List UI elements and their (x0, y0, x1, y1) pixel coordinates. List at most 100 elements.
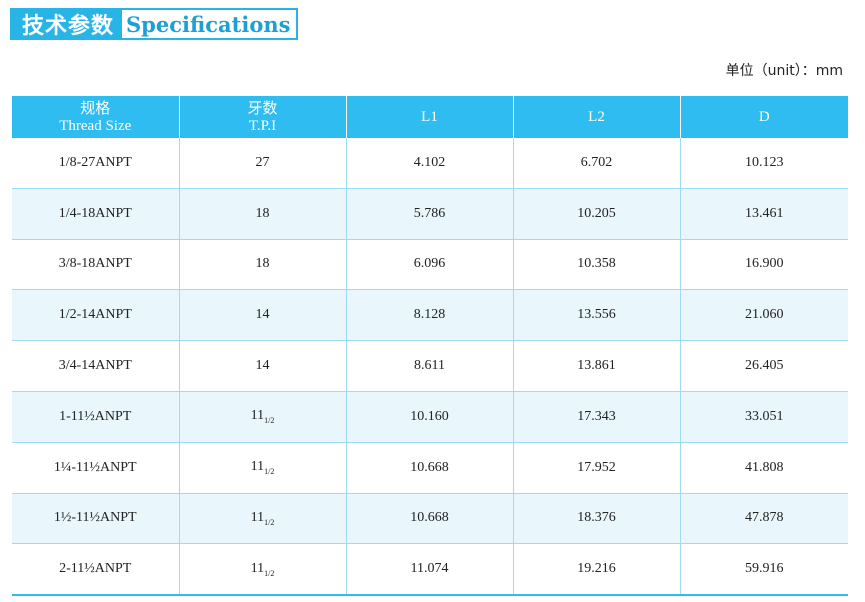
cell-d-value: 59.916 (745, 561, 784, 577)
cell-l1-value: 8.611 (414, 358, 445, 374)
cell-d: 26.405 (680, 340, 848, 392)
cell-d: 47.878 (680, 493, 848, 545)
header-en: L1 (421, 109, 438, 125)
cell-thread-size-value: 3/8-18ANPT (58, 256, 132, 272)
cell-l2-value: 10.205 (577, 205, 616, 221)
cell-thread-size: 1/8-27ANPT (12, 138, 180, 189)
cell-tpi: 27 (179, 138, 347, 189)
header-thread-size: 规格 Thread Size (12, 96, 180, 138)
cell-l2-value: 17.343 (577, 408, 616, 424)
table-row: 3/4-14ANPT 14 8.611 13.861 26.405 (12, 340, 848, 392)
header-en: L2 (588, 109, 605, 125)
cell-d-value: 47.878 (745, 510, 784, 526)
table-row: 1/4-18ANPT 18 5.786 10.205 13.461 (12, 188, 848, 240)
cell-thread-size-value: 1½-11½ANPT (53, 510, 137, 526)
cell-tpi: 111/2 (179, 442, 347, 494)
cell-d-value: 16.900 (745, 256, 784, 272)
cell-l1-value: 4.102 (413, 154, 446, 170)
unit-label: 单位（unit）：mm (725, 63, 843, 79)
cell-l2-value: 17.952 (577, 459, 616, 475)
tpi-fraction: 1/2 (264, 467, 275, 477)
cell-thread-size-value: 3/4-14ANPT (58, 358, 132, 374)
cell-tpi-value: 11 (250, 408, 265, 424)
cell-l1: 6.096 (346, 239, 514, 291)
table-row: 1/2-14ANPT 14 8.128 13.556 21.060 (12, 289, 848, 342)
cell-thread-size-value: 1/4-18ANPT (58, 205, 132, 221)
cell-l2-value: 6.702 (580, 154, 613, 170)
title-english: Specifications (122, 8, 299, 40)
cell-tpi-value: 11 (250, 509, 265, 525)
cell-d: 59.916 (680, 543, 848, 597)
cell-tpi: 111/2 (179, 391, 347, 443)
cell-thread-size-value: 1/2-14ANPT (58, 307, 132, 323)
cell-d: 21.060 (680, 289, 848, 342)
cell-d: 16.900 (680, 239, 848, 291)
cell-l1-value: 8.128 (413, 307, 446, 323)
cell-l1-value: 10.160 (410, 408, 449, 424)
cell-l2: 13.556 (513, 289, 681, 342)
cell-d-value: 10.123 (745, 154, 784, 170)
cell-thread-size: 1¼-11½ANPT (12, 442, 180, 494)
table-header-row: 规格 Thread Size 牙数 T.P.I L1 L2 D (12, 96, 848, 138)
cell-l2-value: 10.358 (577, 256, 616, 272)
table-row: 3/8-18ANPT 18 6.096 10.358 16.900 (12, 239, 848, 291)
cell-d: 10.123 (680, 138, 848, 189)
tpi-fraction: 1/2 (264, 568, 275, 578)
cell-l1-value: 11.074 (410, 561, 449, 577)
cell-l2: 10.205 (513, 188, 681, 240)
cell-l1: 4.102 (346, 138, 514, 189)
header-cn: 规格 (80, 99, 111, 117)
cell-d-value: 41.808 (745, 459, 784, 475)
cell-l1: 10.668 (346, 493, 514, 545)
cell-l2: 6.702 (513, 138, 681, 189)
cell-l2: 10.358 (513, 239, 681, 291)
table-row: 1¼-11½ANPT 111/2 10.668 17.952 41.808 (12, 442, 848, 494)
cell-l1: 8.611 (346, 340, 514, 392)
specifications-table: 规格 Thread Size 牙数 T.P.I L1 L2 D 1/8-27AN… (12, 96, 848, 597)
cell-d: 41.808 (680, 442, 848, 494)
cell-tpi-value: 14 (255, 307, 270, 323)
cell-thread-size-value: 1/8-27ANPT (58, 154, 132, 170)
cell-l1: 8.128 (346, 289, 514, 342)
cell-tpi-value: 11 (250, 560, 265, 576)
cell-l2-value: 13.861 (577, 358, 616, 374)
table-row: 1-11½ANPT 111/2 10.160 17.343 33.051 (12, 391, 848, 443)
cell-thread-size: 1/4-18ANPT (12, 188, 180, 240)
cell-d-value: 26.405 (745, 358, 784, 374)
cell-thread-size: 1½-11½ANPT (12, 493, 180, 545)
cell-tpi: 111/2 (179, 493, 347, 545)
cell-tpi-value: 18 (255, 256, 270, 272)
cell-tpi-value: 18 (255, 205, 270, 221)
cell-l1-value: 10.668 (410, 510, 449, 526)
cell-l1: 10.668 (346, 442, 514, 494)
title-chinese: 技术参数 (10, 8, 123, 40)
cell-tpi-value: 11 (250, 459, 265, 475)
cell-tpi-value: 27 (255, 154, 270, 170)
cell-tpi-value: 14 (255, 358, 270, 374)
cell-d-value: 13.461 (745, 205, 784, 221)
cell-d: 33.051 (680, 391, 848, 443)
cell-tpi: 14 (179, 340, 347, 392)
cell-l1: 5.786 (346, 188, 514, 240)
cell-l1-value: 10.668 (410, 459, 449, 475)
cell-l2: 13.861 (513, 340, 681, 392)
cell-l2-value: 18.376 (577, 510, 616, 526)
cell-thread-size-value: 1¼-11½ANPT (53, 459, 137, 475)
cell-tpi: 18 (179, 239, 347, 291)
cell-thread-size: 2-11½ANPT (12, 543, 180, 597)
section-title: 技术参数 Specifications (10, 8, 299, 40)
table-row: 1½-11½ANPT 111/2 10.668 18.376 47.878 (12, 493, 848, 545)
cell-l1-value: 5.786 (413, 205, 446, 221)
cell-tpi: 111/2 (179, 543, 347, 597)
cell-tpi: 18 (179, 188, 347, 240)
tpi-fraction: 1/2 (264, 416, 275, 426)
cell-l2: 19.216 (513, 543, 681, 597)
table-row: 1/8-27ANPT 27 4.102 6.702 10.123 (12, 138, 848, 189)
table-row: 2-11½ANPT 111/2 11.074 19.216 59.916 (12, 543, 848, 597)
cell-thread-size: 1/2-14ANPT (12, 289, 180, 342)
header-l2: L2 (513, 96, 681, 138)
cell-l1: 11.074 (346, 543, 514, 597)
header-en: D (758, 109, 770, 125)
cell-d-value: 21.060 (745, 307, 784, 323)
tpi-fraction: 1/2 (264, 517, 275, 527)
